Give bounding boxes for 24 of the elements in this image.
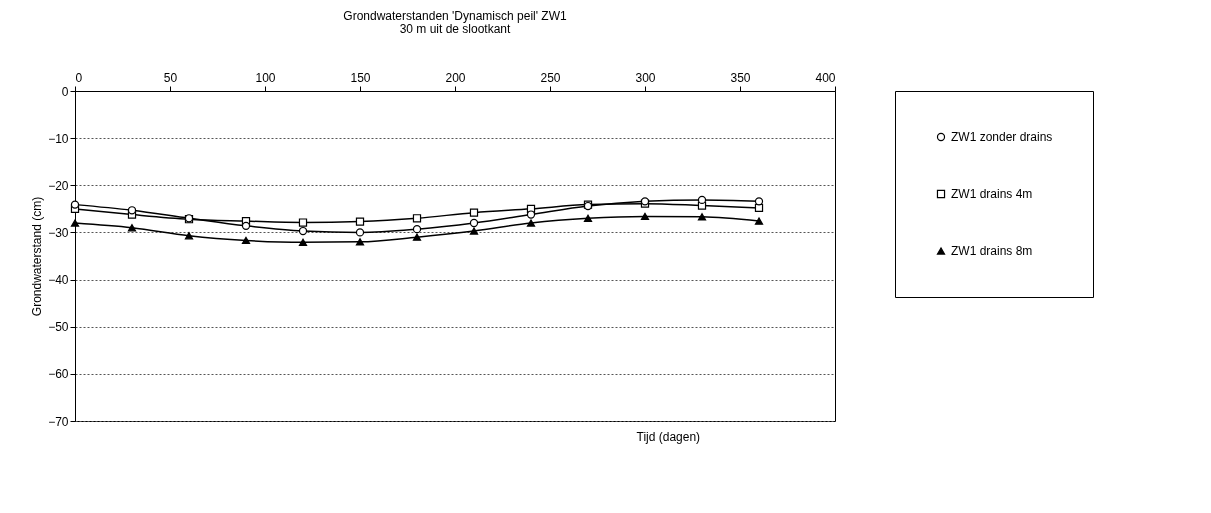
x-tick-label: 0 — [75, 70, 83, 85]
x-tick-label: 400 — [815, 70, 836, 85]
x-tick-label: 250 — [540, 70, 561, 85]
y-tick-label: 0 — [61, 84, 69, 99]
legend-label: ZW1 zonder drains — [951, 130, 1053, 144]
x-tick-label: 350 — [730, 70, 751, 85]
y-tick-label: −20 — [48, 178, 69, 193]
legend-label: ZW1 drains 4m — [951, 187, 1033, 201]
x-tick-label: 100 — [255, 70, 276, 85]
x-tick-label: 50 — [163, 70, 178, 85]
y-tick-label: −50 — [48, 320, 69, 335]
x-tick-label: 150 — [350, 70, 371, 85]
y-tick-label: −70 — [48, 414, 69, 429]
x-tick-label: 300 — [635, 70, 656, 85]
x-axis-title: Tijd (dagen) — [636, 429, 701, 444]
y-tick-label: −10 — [48, 131, 69, 146]
y-tick-label: −60 — [48, 367, 69, 382]
y-tick-label: −30 — [48, 225, 69, 240]
chart-subtitle: 30 m uit de slootkant — [399, 22, 512, 36]
legend-label: ZW1 drains 8m — [951, 244, 1033, 258]
x-tick-label: 200 — [445, 70, 466, 85]
y-axis-title: Grondwaterstand (cm) — [30, 196, 45, 317]
chart-title: Grondwaterstanden 'Dynamisch peil' ZW1 — [343, 9, 567, 23]
y-tick-label: −40 — [48, 273, 69, 288]
